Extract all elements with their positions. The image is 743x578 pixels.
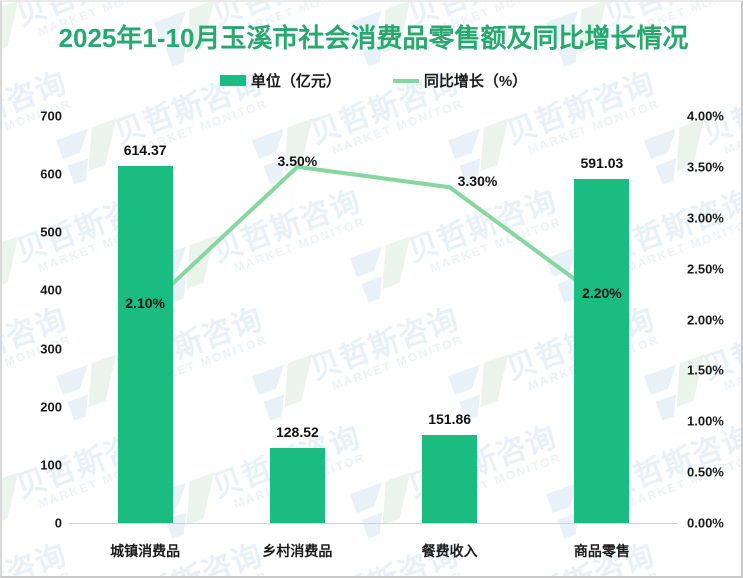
chart-title: 2025年1-10月玉溪市社会消费品零售额及同比增长情况: [58, 23, 689, 53]
y-axis-right-tick: 0.00%: [687, 515, 724, 531]
y-axis-right-tick: 3.00%: [687, 210, 724, 226]
line-swatch-icon: [392, 78, 419, 83]
x-axis-category-label-1: 城镇消费品: [110, 543, 181, 559]
y-axis-left-tick: 200: [40, 399, 62, 415]
y-axis-right-tick: 2.00%: [687, 312, 724, 327]
line-value-label-4: 2.20%: [582, 285, 622, 302]
bar-value-label-4: 591.03: [580, 155, 624, 172]
y-axis-right-tick: 1.50%: [687, 362, 724, 378]
bar-value-label-2: 128.52: [275, 424, 319, 441]
y-axis-left-tick: 600: [40, 166, 62, 182]
x-axis-category-label-3: 餐费收入: [421, 543, 478, 559]
growth-rate-line: [143, 164, 604, 312]
x-axis-category-label-2: 乡村消费品: [262, 543, 333, 559]
legend-label-line: 同比增长（%）: [423, 73, 528, 90]
y-axis-right-tick: 4.00%: [687, 108, 724, 124]
legend-item-line[interactable]: 同比增长（%）: [392, 70, 528, 91]
y-axis-right-tick: 1.00%: [687, 413, 724, 429]
chart-legend: 单位（亿元） 同比增长（%）: [2, 70, 741, 91]
y-axis-left-tick: 700: [40, 108, 62, 124]
y-axis-left-tick: 500: [40, 224, 62, 240]
line-value-label-1: 2.10%: [125, 295, 165, 312]
legend-label-bar: 单位（亿元）: [250, 73, 341, 90]
bar-value-label-3: 151.86: [428, 410, 472, 427]
y-axis-left-tick: 100: [40, 457, 62, 473]
bar-4[interactable]: [574, 179, 630, 523]
y-axis-right-tick: 3.50%: [687, 159, 724, 175]
y-axis-left-tick: 0: [54, 515, 62, 531]
legend-item-bar[interactable]: 单位（亿元）: [219, 70, 341, 91]
x-axis-category-label-4: 商品零售: [573, 543, 630, 559]
y-axis-left-tick: 300: [40, 341, 62, 357]
y-axis-right-tick: 2.50%: [687, 261, 724, 277]
line-value-label-2: 3.50%: [277, 152, 318, 169]
bar-swatch-icon: [219, 75, 246, 86]
bar-2[interactable]: [269, 448, 325, 523]
bar-value-label-1: 614.37: [123, 141, 167, 158]
y-axis-right-tick: 0.50%: [687, 464, 724, 480]
y-axis-left-tick: 400: [40, 282, 62, 298]
bar-1[interactable]: [117, 165, 173, 523]
bar-3[interactable]: [422, 434, 478, 523]
line-value-label-3: 3.30%: [457, 173, 498, 190]
